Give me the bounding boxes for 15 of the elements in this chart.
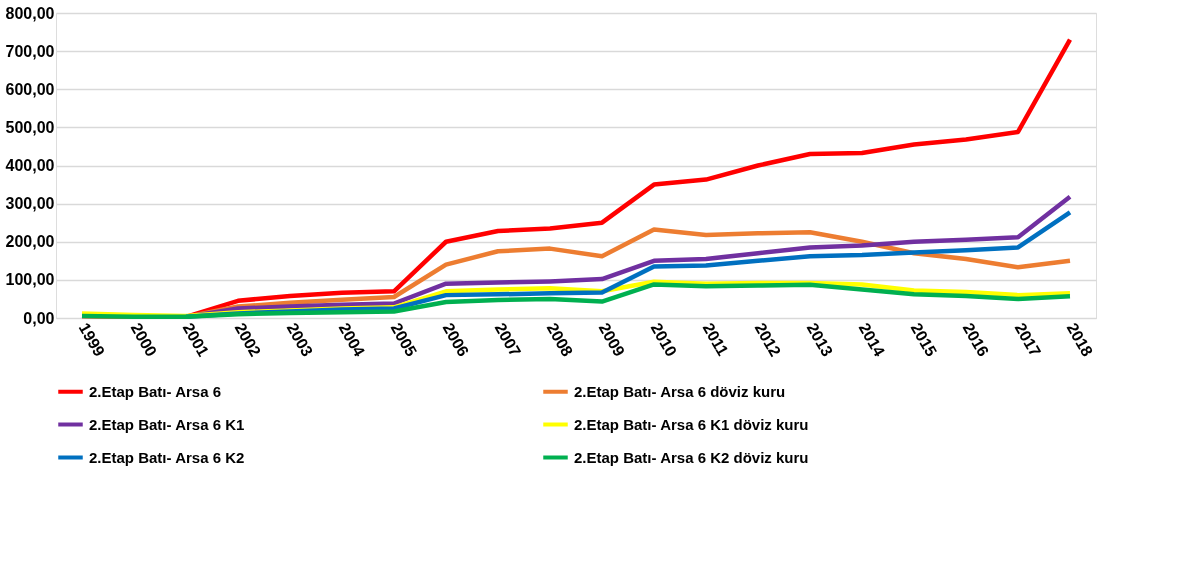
y-tick-label: 400,00 xyxy=(5,157,55,174)
legend-label: 2.Etap Batı- Arsa 6 xyxy=(89,382,221,400)
legend-label: 2.Etap Batı- Arsa 6 K1 döviz kuru xyxy=(574,415,809,433)
y-tick-label: 800,00 xyxy=(5,4,55,22)
legend-label: 2.Etap Batı- Arsa 6 K2 xyxy=(89,448,245,466)
y-tick-label: 200,00 xyxy=(5,233,55,251)
y-tick-label: 600,00 xyxy=(5,80,55,98)
legend-label: 2.Etap Batı- Arsa 6 K2 döviz kuru xyxy=(574,448,809,466)
legend-label: 2.Etap Batı- Arsa 6 döviz kuru xyxy=(574,382,786,400)
y-tick-label: 0,00 xyxy=(23,309,55,327)
y-tick-label: 500,00 xyxy=(5,118,55,136)
y-tick-label: 300,00 xyxy=(5,195,55,213)
y-tick-label: 100,00 xyxy=(5,271,55,289)
y-tick-label: 700,00 xyxy=(5,42,55,60)
legend-label: 2.Etap Batı- Arsa 6 K1 xyxy=(89,415,245,433)
